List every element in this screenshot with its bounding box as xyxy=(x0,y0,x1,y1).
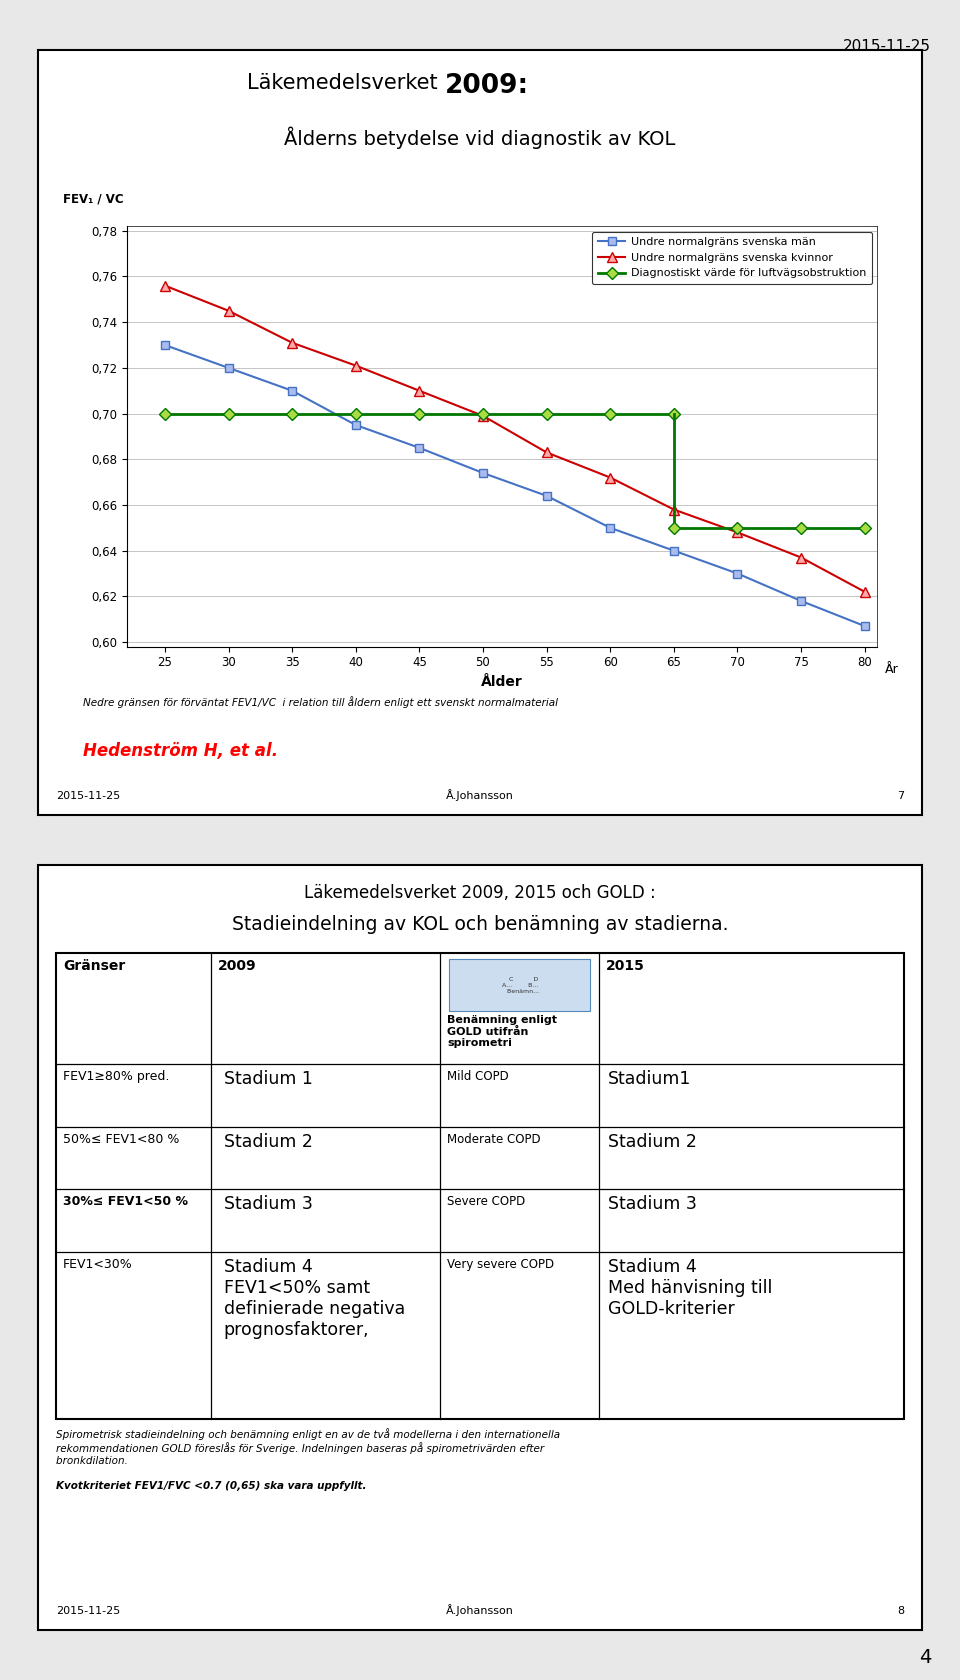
Undre normalgräns svenska kvinnor xyxy=(286,333,298,353)
Text: Kvotkriteriet FEV1/FVC <0.7 (0,65) ska vara uppfyllt.: Kvotkriteriet FEV1/FVC <0.7 (0,65) ska v… xyxy=(56,1480,367,1490)
Text: Stadium 4
Med hänvisning till
GOLD-kriterier: Stadium 4 Med hänvisning till GOLD-krite… xyxy=(608,1258,773,1317)
Diagnostiskt värde för luftvägsobstruktion xyxy=(540,403,552,423)
Line: Diagnostiskt värde för luftvägsobstruktion: Diagnostiskt värde för luftvägsobstrukti… xyxy=(160,410,678,418)
Undre normalgräns svenska män xyxy=(732,563,743,583)
Text: Stadium 4
FEV1<50% samt
definierade negativa
prognosfaktorer,: Stadium 4 FEV1<50% samt definierade nega… xyxy=(224,1258,405,1339)
Line: Undre normalgräns svenska män: Undre normalgräns svenska män xyxy=(161,341,869,630)
Undre normalgräns svenska män xyxy=(350,415,362,435)
Undre normalgräns svenska män xyxy=(605,517,616,538)
Text: Moderate COPD: Moderate COPD xyxy=(447,1132,540,1146)
Diagnostiskt värde för luftvägsobstruktion xyxy=(350,403,362,423)
Text: Läkemedelsverket 2009, 2015 och GOLD :: Läkemedelsverket 2009, 2015 och GOLD : xyxy=(304,884,656,902)
Text: FEV1<30%: FEV1<30% xyxy=(63,1258,132,1272)
Undre normalgräns svenska kvinnor xyxy=(605,467,616,487)
Text: Spirometrisk stadieindelning och benämning enligt en av de två modellerna i den : Spirometrisk stadieindelning och benämni… xyxy=(56,1428,561,1467)
Text: C          D
A...        B...
   Benämn...: C D A... B... Benämn... xyxy=(501,976,539,993)
Undre normalgräns svenska kvinnor xyxy=(795,548,806,568)
Undre normalgräns svenska män xyxy=(414,438,425,459)
Undre normalgräns svenska män xyxy=(540,486,552,506)
Text: Stadium 3: Stadium 3 xyxy=(224,1196,313,1213)
Text: Gränser: Gränser xyxy=(63,959,126,973)
Undre normalgräns svenska män xyxy=(795,591,806,612)
Text: 7: 7 xyxy=(897,791,904,801)
Text: Severe COPD: Severe COPD xyxy=(447,1196,525,1208)
Legend: Undre normalgräns svenska män, Undre normalgräns svenska kvinnor, Diagnostiskt v: Undre normalgräns svenska män, Undre nor… xyxy=(592,232,872,284)
Text: 50%≤ FEV1<80 %: 50%≤ FEV1<80 % xyxy=(63,1132,180,1146)
Undre normalgräns svenska kvinnor xyxy=(350,356,362,376)
Undre normalgräns svenska kvinnor xyxy=(414,381,425,402)
Text: Nedre gränsen för förväntat FEV1/VC  i relation till åldern enligt ett svenskt n: Nedre gränsen för förväntat FEV1/VC i re… xyxy=(83,696,558,709)
Undre normalgräns svenska män xyxy=(859,617,871,637)
Text: 30%≤ FEV1<50 %: 30%≤ FEV1<50 % xyxy=(63,1196,188,1208)
Diagnostiskt värde för luftvägsobstruktion xyxy=(414,403,425,423)
Diagnostiskt värde för luftvägsobstruktion xyxy=(223,403,234,423)
Undre normalgräns svenska kvinnor xyxy=(732,522,743,543)
Text: Hedenström H, et al.: Hedenström H, et al. xyxy=(83,743,277,759)
Text: 2015: 2015 xyxy=(607,959,645,973)
Undre normalgräns svenska män xyxy=(159,334,171,354)
FancyBboxPatch shape xyxy=(38,50,922,815)
Text: Stadium 1: Stadium 1 xyxy=(224,1070,313,1089)
Undre normalgräns svenska män xyxy=(477,464,489,484)
Diagnostiskt värde för luftvägsobstruktion xyxy=(605,403,616,423)
Text: Mild COPD: Mild COPD xyxy=(447,1070,509,1084)
Line: Undre normalgräns svenska kvinnor: Undre normalgräns svenska kvinnor xyxy=(160,281,869,596)
Text: 4: 4 xyxy=(919,1648,931,1667)
Text: FEV1≥80% pred.: FEV1≥80% pred. xyxy=(63,1070,170,1084)
Text: Stadium 2: Stadium 2 xyxy=(608,1132,697,1151)
Text: Stadieindelning av KOL och benämning av stadierna.: Stadieindelning av KOL och benämning av … xyxy=(231,916,729,934)
Undre normalgräns svenska män xyxy=(668,541,680,561)
Text: 2009: 2009 xyxy=(218,959,256,973)
Text: Stadium 3: Stadium 3 xyxy=(608,1196,697,1213)
Undre normalgräns svenska kvinnor xyxy=(859,581,871,601)
Text: Very severe COPD: Very severe COPD xyxy=(447,1258,555,1272)
Text: Ålderns betydelse vid diagnostik av KOL: Ålderns betydelse vid diagnostik av KOL xyxy=(284,128,676,150)
Diagnostiskt värde för luftvägsobstruktion xyxy=(286,403,298,423)
Text: 2015-11-25: 2015-11-25 xyxy=(843,39,931,54)
Diagnostiskt värde för luftvägsobstruktion xyxy=(477,403,489,423)
FancyBboxPatch shape xyxy=(38,865,922,1630)
Undre normalgräns svenska kvinnor xyxy=(223,301,234,321)
Text: Läkemedelsverket: Läkemedelsverket xyxy=(248,74,444,94)
Undre normalgräns svenska kvinnor xyxy=(540,442,552,462)
Undre normalgräns svenska kvinnor xyxy=(668,499,680,519)
Text: År: År xyxy=(885,664,899,677)
Text: 2015-11-25: 2015-11-25 xyxy=(56,791,120,801)
Text: 8: 8 xyxy=(897,1606,904,1616)
Text: Stadium1: Stadium1 xyxy=(608,1070,691,1089)
Text: Å.Johansson: Å.Johansson xyxy=(446,790,514,801)
Text: Benämning enligt
GOLD utifrån
spirometri: Benämning enligt GOLD utifrån spirometri xyxy=(447,1015,558,1048)
Undre normalgräns svenska män xyxy=(223,358,234,378)
Text: FEV₁ / VC: FEV₁ / VC xyxy=(63,192,124,205)
Text: Stadium 2: Stadium 2 xyxy=(224,1132,313,1151)
Diagnostiskt värde för luftvägsobstruktion xyxy=(668,403,680,423)
Undre normalgräns svenska kvinnor xyxy=(477,407,489,427)
Text: 2015-11-25: 2015-11-25 xyxy=(56,1606,120,1616)
Diagnostiskt värde för luftvägsobstruktion xyxy=(159,403,171,423)
Undre normalgräns svenska kvinnor xyxy=(159,276,171,296)
X-axis label: Ålder: Ålder xyxy=(481,675,523,689)
Text: Å.Johansson: Å.Johansson xyxy=(446,1604,514,1616)
FancyBboxPatch shape xyxy=(449,959,590,1011)
Undre normalgräns svenska män xyxy=(286,381,298,402)
Text: 2009:: 2009: xyxy=(444,74,529,99)
